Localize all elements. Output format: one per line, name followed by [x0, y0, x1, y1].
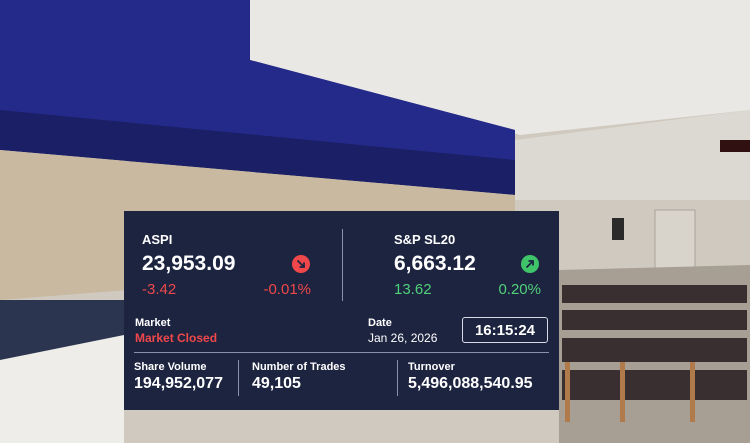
index-percent: -0.01% [263, 281, 311, 298]
divider [397, 360, 398, 396]
stat-value: 5,496,088,540.95 [408, 375, 533, 392]
down-arrow-icon [292, 255, 310, 273]
time-display: 16:15:24 [462, 317, 548, 343]
index-name: ASPI [142, 232, 173, 247]
up-arrow-icon [521, 255, 539, 273]
index-name: S&P SL20 [394, 232, 456, 247]
stat-value: 49,105 [252, 375, 301, 392]
market-status: Market Closed [135, 331, 218, 345]
index-change: -3.42 [142, 281, 177, 298]
market-summary-panel: ASPI 23,953.09 -3.42 -0.01% S&P SL20 6,6… [124, 211, 559, 410]
index-change: 13.62 [394, 281, 432, 298]
date-value: Jan 26, 2026 [368, 331, 438, 345]
stat-label: Share Volume [134, 361, 207, 373]
stat-label: Number of Trades [252, 361, 346, 373]
index-value: 23,953.09 [142, 252, 236, 275]
divider [134, 352, 549, 353]
stat-label: Turnover [408, 361, 455, 373]
divider [342, 229, 343, 301]
date-label: Date [368, 317, 392, 329]
stat-value: 194,952,077 [134, 375, 223, 392]
market-label: Market [135, 317, 171, 329]
index-percent: 0.20% [498, 281, 541, 298]
divider [238, 360, 239, 396]
index-value: 6,663.12 [394, 252, 476, 275]
